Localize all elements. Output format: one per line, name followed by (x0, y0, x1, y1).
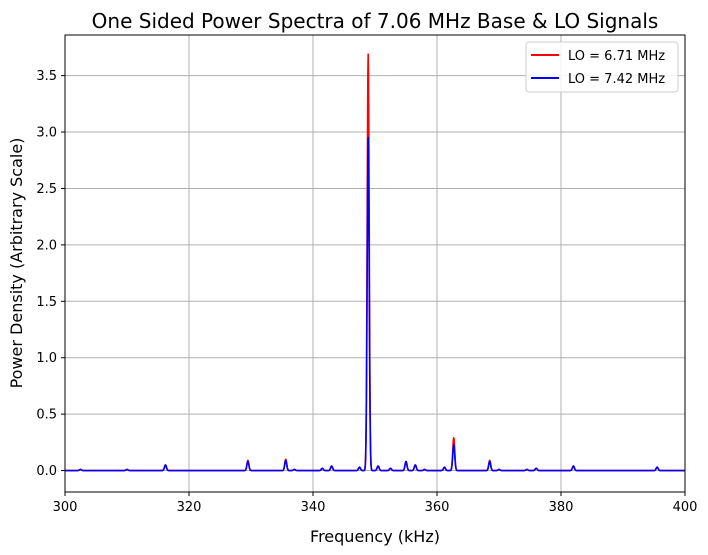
x-axis-ticks: 300 320 340 360 380 400 (53, 492, 698, 515)
y-tick-label: 1.0 (36, 351, 57, 366)
legend-label-red: LO = 6.71 MHz (568, 49, 665, 64)
x-axis-label: Frequency (kHz) (310, 527, 440, 546)
x-tick-label: 400 (673, 500, 698, 515)
series-lines (64, 53, 686, 472)
y-tick-label: 2.5 (36, 182, 57, 197)
legend-box (525, 41, 679, 93)
x-tick-label: 380 (549, 500, 574, 515)
legend-label-blue: LO = 7.42 MHz (568, 72, 665, 87)
legend: LO = 6.71 MHz LO = 7.42 MHz (525, 41, 679, 93)
chart-title: One Sided Power Spectra of 7.06 MHz Base… (92, 9, 659, 33)
x-tick-label: 340 (301, 500, 326, 515)
y-tick-label: 0.0 (36, 464, 57, 479)
y-tick-label: 0.5 (36, 408, 57, 423)
x-tick-label: 360 (425, 500, 450, 515)
y-tick-label: 3.0 (36, 126, 57, 141)
y-axis-ticks: 0.0 0.5 1.0 1.5 2.0 2.5 3.0 3.5 (36, 69, 65, 479)
x-tick-label: 300 (53, 500, 78, 515)
series-line-blue (64, 136, 686, 472)
y-tick-label: 1.5 (36, 295, 57, 310)
grid (64, 35, 686, 492)
y-tick-label: 2.0 (36, 238, 57, 253)
plot-area-frame (64, 34, 686, 493)
y-tick-label: 3.5 (36, 69, 57, 84)
x-tick-label: 320 (177, 500, 202, 515)
y-axis-label: Power Density (Arbitrary Scale) (7, 138, 26, 389)
